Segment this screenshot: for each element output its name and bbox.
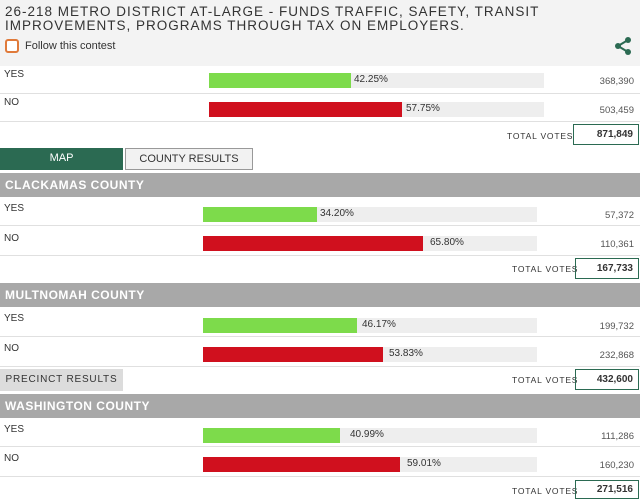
total-votes-label: TOTAL VOTES [512,264,579,274]
county-header-multnomah: MULTNOMAH COUNTY [0,283,640,307]
total-votes-value: 271,516 [575,480,639,499]
total-votes-label: TOTAL VOTES [512,486,579,496]
result-percent: 53.83% [389,348,423,359]
result-percent: 59.01% [407,458,441,469]
choice-label: NO [4,97,19,108]
result-row-no: NO 57.75% 503,459 [0,94,640,122]
result-percent: 46.17% [362,319,396,330]
total-votes-value: 432,600 [575,369,639,390]
total-votes-value: 871,849 [573,124,639,145]
choice-label: YES [4,69,25,80]
choice-label: YES [4,424,25,435]
result-bar-fill [203,207,318,222]
result-bar-track: 59.01% [203,457,537,472]
precinct-results-button[interactable]: PRECINCT RESULTS [0,369,123,391]
result-votes: 199,732 [599,321,634,332]
result-row-no: NO 59.01% 160,230 [0,447,640,477]
contest-title: 26-218 Metro District At-Large - Funds T… [5,4,540,33]
result-bar-fill [209,102,403,117]
choice-label: YES [4,313,25,324]
total-votes-label: TOTAL VOTES [512,375,579,385]
result-row-yes: YES 46.17% 199,732 [0,307,640,337]
result-bar-fill [203,236,423,251]
result-bar-track: 34.20% [203,207,537,222]
share-icon[interactable] [613,37,633,55]
result-votes: 503,459 [599,105,634,116]
total-votes-value: 167,733 [575,258,639,279]
result-bar-fill [203,318,358,333]
result-votes: 111,286 [601,431,634,442]
follow-checkbox[interactable] [5,39,19,53]
tab-map[interactable]: MAP [0,148,123,170]
choice-label: NO [4,453,19,464]
result-row-yes: YES 42.25% 368,390 [0,66,640,94]
result-bar-track: 46.17% [203,318,537,333]
result-percent: 40.99% [350,429,384,440]
result-votes: 160,230 [599,460,634,471]
result-bar-track: 42.25% [209,73,544,88]
county-header-washington: WASHINGTON COUNTY [0,394,640,418]
result-votes: 57,372 [604,210,634,221]
result-bar-track: 40.99% [203,428,537,443]
result-bar-track: 65.80% [203,236,537,251]
result-percent: 34.20% [320,208,354,219]
result-bar-fill [203,428,340,443]
result-bar-fill [209,73,351,88]
choice-label: YES [4,203,25,214]
county-header-clackamas: CLACKAMAS COUNTY [0,173,640,197]
choice-label: NO [4,233,19,244]
choice-label: NO [4,343,19,354]
result-row-yes: YES 34.20% 57,372 [0,197,640,226]
result-bar-fill [203,347,383,362]
result-row-yes: YES 40.99% 111,286 [0,418,640,447]
result-percent: 65.80% [430,237,464,248]
result-bar-fill [203,457,401,472]
result-row-no: NO 53.83% 232,868 [0,337,640,367]
contest-header: 26-218 Metro District At-Large - Funds T… [0,0,640,66]
result-bar-track: 57.75% [209,102,544,117]
result-percent: 57.75% [406,103,440,114]
total-votes-label: TOTAL VOTES [507,131,574,141]
follow-label: Follow this contest [25,40,116,52]
follow-contest-toggle[interactable]: Follow this contest [5,39,115,53]
result-bar-track: 53.83% [203,347,537,362]
result-votes: 110,361 [600,239,634,250]
result-votes: 368,390 [599,76,634,87]
result-votes: 232,868 [599,350,634,361]
tab-county-results[interactable]: COUNTY RESULTS [125,148,253,170]
result-percent: 42.25% [354,74,388,85]
result-row-no: NO 65.80% 110,361 [0,226,640,256]
